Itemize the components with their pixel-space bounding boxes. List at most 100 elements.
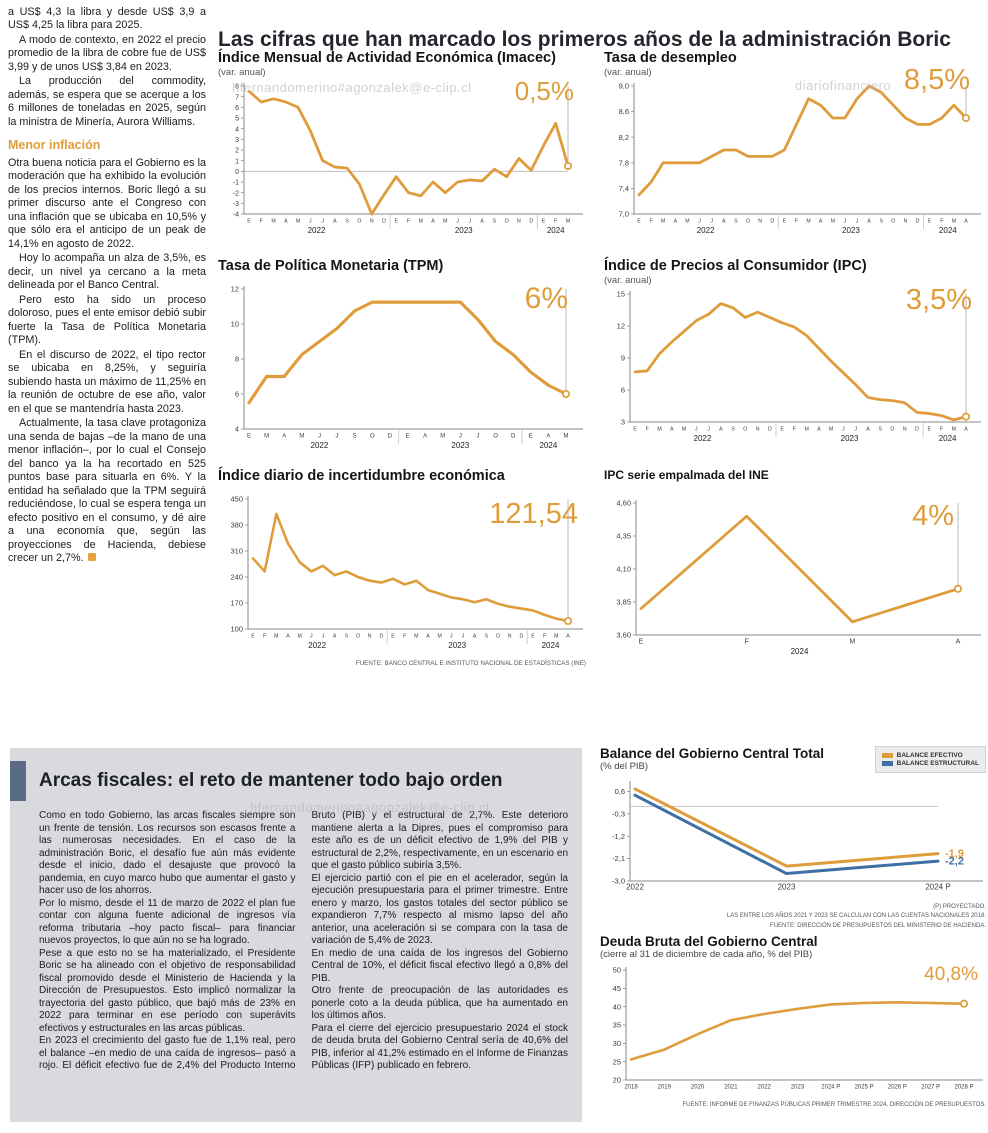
- svg-text:M: M: [554, 634, 558, 640]
- svg-text:2023: 2023: [842, 226, 860, 235]
- svg-text:J: J: [322, 634, 325, 640]
- chart-subtitle: (var. anual): [218, 67, 266, 78]
- svg-text:4: 4: [235, 425, 239, 434]
- svg-text:F: F: [646, 427, 649, 433]
- svg-text:7,8: 7,8: [619, 158, 629, 167]
- svg-text:A: A: [426, 634, 430, 640]
- chart-title: Balance del Gobierno Central Total: [600, 746, 825, 761]
- svg-text:S: S: [345, 634, 349, 640]
- svg-text:7: 7: [235, 94, 239, 101]
- article-paragraph: A modo de contexto, en 2022 el precio pr…: [8, 33, 206, 73]
- svg-text:E: E: [529, 434, 533, 440]
- fiscal-section: Arcas fiscales: el reto de mantener todo…: [10, 748, 582, 1122]
- svg-text:M: M: [849, 639, 855, 646]
- svg-text:A: A: [282, 434, 286, 440]
- svg-text:J: J: [469, 219, 472, 225]
- svg-text:A: A: [867, 219, 871, 225]
- svg-text:5: 5: [235, 116, 239, 123]
- svg-text:E: E: [391, 634, 395, 640]
- fiscal-paragraph: Para el cierre del ejercicio presupuesta…: [311, 1022, 569, 1072]
- legend-label: BALANCE EFECTIVO: [896, 751, 963, 759]
- svg-text:A: A: [964, 219, 968, 225]
- svg-text:8,6: 8,6: [619, 107, 629, 116]
- svg-text:J: J: [310, 634, 313, 640]
- svg-text:9: 9: [621, 354, 625, 363]
- chart-legend: BALANCE EFECTIVO BALANCE ESTRUCTURAL: [874, 746, 986, 773]
- svg-text:S: S: [734, 219, 738, 225]
- svg-text:M: M: [804, 427, 808, 433]
- chart-title: Tasa de desempleo: [604, 50, 737, 66]
- svg-text:M: M: [657, 427, 661, 433]
- svg-text:45: 45: [613, 984, 621, 993]
- legend-item-estructural: BALANCE ESTRUCTURAL: [881, 760, 979, 767]
- svg-text:O: O: [496, 634, 500, 640]
- svg-text:3,85: 3,85: [616, 598, 631, 607]
- svg-text:S: S: [878, 427, 882, 433]
- legend-swatch-estructural: [881, 761, 893, 766]
- title-accent-bar: [10, 761, 26, 801]
- svg-text:2024: 2024: [539, 441, 557, 450]
- svg-text:E: E: [633, 427, 637, 433]
- svg-text:2024 P: 2024 P: [925, 883, 950, 892]
- svg-text:F: F: [940, 219, 943, 225]
- svg-text:2022: 2022: [308, 226, 326, 235]
- svg-text:450: 450: [230, 495, 243, 504]
- chart-subtitle: (var. anual): [604, 275, 652, 286]
- svg-text:D: D: [916, 219, 920, 225]
- svg-text:7,0: 7,0: [619, 210, 629, 219]
- svg-text:M: M: [271, 219, 275, 225]
- svg-text:J: J: [698, 219, 701, 225]
- fiscal-paragraph: Otro frente de preocupación de las autor…: [311, 985, 569, 1021]
- svg-text:2022: 2022: [308, 641, 326, 650]
- chart-subtitle: (var. anual): [604, 67, 652, 78]
- chart-value-label: 6%: [524, 282, 568, 315]
- svg-text:S: S: [485, 634, 489, 640]
- svg-text:310: 310: [230, 547, 243, 556]
- svg-text:A: A: [817, 427, 821, 433]
- fiscal-paragraph: Por lo mismo, desde el 11 de marzo de 20…: [39, 897, 296, 947]
- svg-text:S: S: [731, 427, 735, 433]
- footnote: (P) PROYECTADO.: [933, 904, 986, 910]
- svg-text:40: 40: [613, 1002, 621, 1011]
- svg-text:2024: 2024: [939, 434, 957, 443]
- svg-text:E: E: [394, 219, 398, 225]
- legend-label: BALANCE ESTRUCTURAL: [896, 760, 979, 767]
- svg-text:S: S: [345, 219, 349, 225]
- article-paragraph: a US$ 4,3 la libra y desde US$ 3,9 a US$…: [8, 6, 206, 32]
- chart-tpm: Tasa de Política Monetaria (TPM) 6% 12 10…: [218, 258, 586, 458]
- svg-text:F: F: [263, 634, 266, 640]
- svg-text:E: E: [637, 219, 641, 225]
- svg-text:E: E: [780, 427, 784, 433]
- svg-text:O: O: [357, 219, 361, 225]
- svg-text:D: D: [379, 634, 383, 640]
- svg-text:A: A: [284, 219, 288, 225]
- footnote: FUENTE: DIRECCIÓN DE PRESUPUESTOS DEL MI…: [769, 922, 986, 929]
- chart-footnotes: (P) PROYECTADO. LAS ENTRE LOS AÑOS 2021 …: [600, 903, 986, 931]
- svg-text:4: 4: [235, 126, 239, 133]
- svg-text:2024: 2024: [939, 226, 957, 235]
- svg-text:M: M: [952, 427, 956, 433]
- svg-text:A: A: [480, 219, 484, 225]
- svg-text:S: S: [353, 434, 357, 440]
- svg-text:12: 12: [617, 322, 625, 331]
- fiscal-title-row: Arcas fiscales: el reto de mantener todo…: [10, 761, 568, 801]
- svg-text:J: J: [462, 634, 465, 640]
- svg-text:30: 30: [613, 1039, 621, 1048]
- svg-text:J: J: [842, 427, 845, 433]
- svg-text:A: A: [866, 427, 870, 433]
- svg-text:3: 3: [235, 137, 239, 144]
- svg-text:M: M: [443, 219, 447, 225]
- svg-text:8,2: 8,2: [619, 133, 629, 142]
- svg-text:2024: 2024: [542, 641, 560, 650]
- svg-text:A: A: [819, 219, 823, 225]
- svg-text:2022: 2022: [626, 883, 644, 892]
- svg-text:S: S: [879, 219, 883, 225]
- svg-text:-0,3: -0,3: [612, 809, 625, 818]
- legend-swatch-efectivo: [881, 752, 893, 758]
- svg-text:N: N: [508, 634, 512, 640]
- incertidumbre-chart-canvas: 450 380 310 240 170 100 E F M A M J J A S O N D E F M A M J J A S O…: [230, 495, 583, 650]
- svg-text:-3: -3: [233, 201, 239, 208]
- svg-text:F: F: [940, 427, 943, 433]
- svg-text:J: J: [476, 434, 479, 440]
